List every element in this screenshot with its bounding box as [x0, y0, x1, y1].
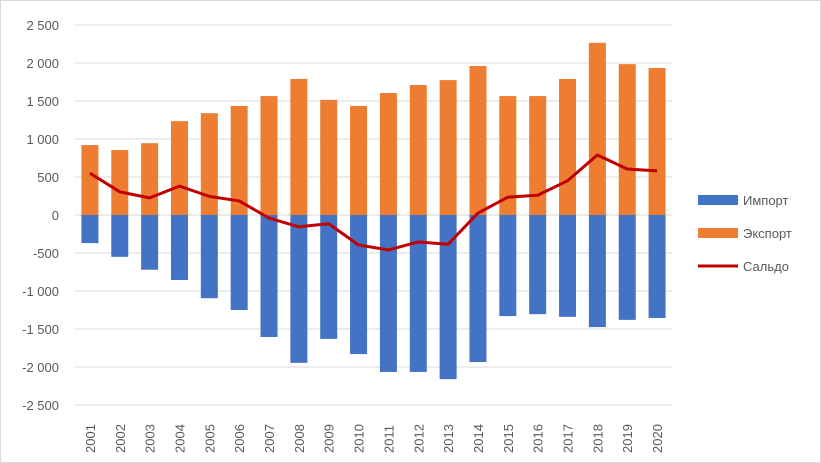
- x-tick-label: 2008: [292, 424, 307, 453]
- legend-label: Сальдо: [743, 259, 789, 274]
- x-tick-label: 2017: [561, 424, 576, 453]
- x-tick-label: 2002: [113, 424, 128, 453]
- bar-Импорт: [230, 215, 248, 310]
- y-tick-label: 2 500: [26, 18, 59, 33]
- bar-Импорт: [350, 215, 368, 355]
- bar-Импорт: [320, 215, 338, 339]
- bar-Импорт: [529, 215, 547, 315]
- y-tick-label: 0: [52, 208, 59, 223]
- bar-Экспорт: [111, 150, 129, 215]
- bar-Импорт: [499, 215, 517, 317]
- y-tick-label: 2 000: [26, 56, 59, 71]
- bar-Экспорт: [260, 96, 278, 215]
- bar-Импорт: [618, 215, 636, 320]
- x-tick-label: 2011: [381, 425, 396, 453]
- x-tick-label: 2018: [590, 424, 605, 453]
- x-tick-label: 2001: [83, 424, 98, 453]
- legend-swatch: [698, 228, 738, 238]
- bar-Импорт: [170, 215, 188, 280]
- bar-Импорт: [588, 215, 606, 328]
- y-tick-label: -2 500: [22, 398, 59, 413]
- bar-Импорт: [379, 215, 397, 372]
- bar-Экспорт: [529, 96, 547, 215]
- bar-Экспорт: [290, 78, 308, 216]
- bar-Экспорт: [379, 93, 397, 215]
- bar-Импорт: [559, 215, 577, 317]
- x-tick-label: 2020: [650, 424, 665, 453]
- bar-Импорт: [290, 215, 308, 363]
- bar-Импорт: [439, 215, 457, 380]
- x-tick-label: 2013: [441, 424, 456, 453]
- x-tick-label: 2016: [531, 424, 546, 453]
- bar-Импорт: [111, 215, 129, 257]
- bar-Импорт: [469, 215, 487, 363]
- bar-Импорт: [141, 215, 159, 270]
- saldo-line: [89, 153, 658, 252]
- bar-Экспорт: [81, 145, 99, 215]
- bar-Экспорт: [230, 105, 248, 215]
- x-tick-label: 2010: [352, 424, 367, 453]
- bar-Экспорт: [200, 113, 218, 215]
- legend-label: Экспорт: [743, 226, 792, 241]
- legend-label: Импорт: [743, 193, 788, 208]
- x-tick-label: 2014: [471, 424, 486, 453]
- bar-Экспорт: [618, 64, 636, 215]
- bar-Экспорт: [350, 105, 368, 215]
- bar-Экспорт: [439, 80, 457, 215]
- x-tick-label: 2019: [620, 424, 635, 453]
- y-tick-label: 1 000: [26, 132, 59, 147]
- bar-Экспорт: [409, 85, 427, 215]
- bar-Импорт: [200, 215, 218, 299]
- x-tick-label: 2015: [501, 424, 516, 453]
- x-tick-label: 2005: [202, 424, 217, 453]
- bar-Импорт: [409, 215, 427, 372]
- bar-Экспорт: [320, 99, 338, 215]
- bar-Импорт: [648, 215, 666, 318]
- bar-Экспорт: [141, 143, 159, 215]
- bar-Экспорт: [499, 96, 517, 215]
- y-tick-label: -500: [33, 246, 59, 261]
- x-tick-label: 2006: [232, 424, 247, 453]
- y-tick-label: 500: [37, 170, 59, 185]
- bar-Экспорт: [469, 66, 487, 215]
- bar-Экспорт: [588, 42, 606, 215]
- bar-Экспорт: [648, 67, 666, 215]
- x-tick-label: 2007: [262, 424, 277, 453]
- legend-swatch: [698, 195, 738, 205]
- x-tick-label: 2012: [411, 424, 426, 453]
- bar-Импорт: [81, 215, 99, 244]
- bar-Импорт: [260, 215, 278, 337]
- y-tick-label: -2 000: [22, 360, 59, 375]
- x-tick-label: 2003: [143, 424, 158, 453]
- y-tick-label: -1 000: [22, 284, 59, 299]
- bar-Экспорт: [559, 78, 577, 216]
- bar-Экспорт: [170, 121, 188, 215]
- y-tick-label: 1 500: [26, 94, 59, 109]
- x-tick-label: 2004: [172, 424, 187, 453]
- y-tick-label: -1 500: [22, 322, 59, 337]
- x-tick-label: 2009: [322, 424, 337, 453]
